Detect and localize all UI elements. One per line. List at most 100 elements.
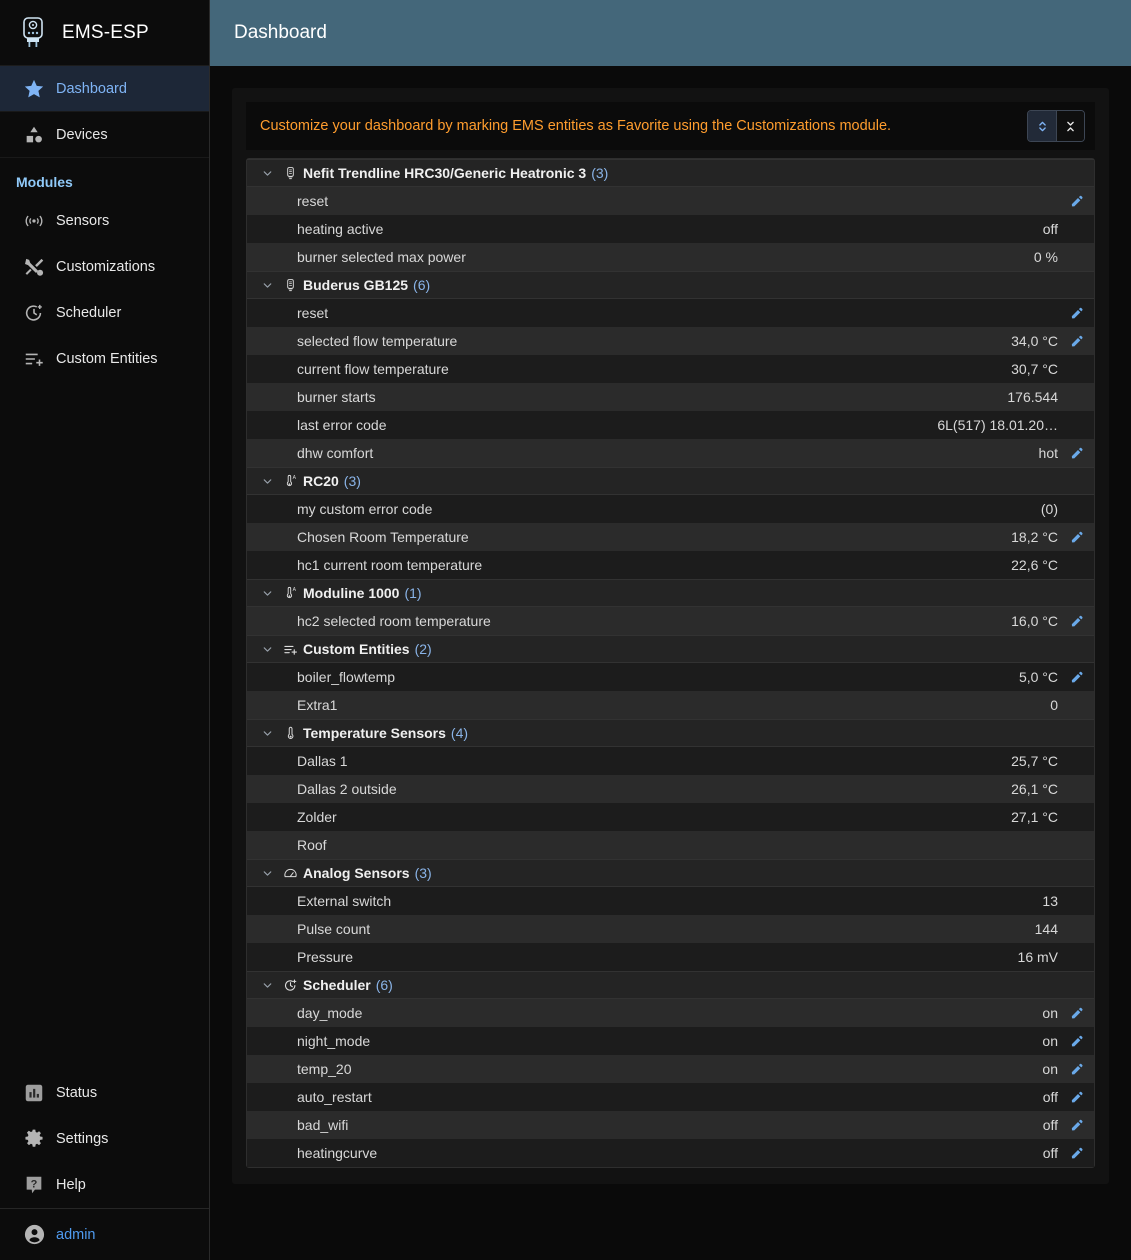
list-plus-icon: [12, 348, 56, 370]
collapse-all-button[interactable]: [1056, 111, 1084, 141]
entity-name: night_mode: [297, 1033, 371, 1049]
entity-row[interactable]: boiler_flowtemp 5,0 °C: [247, 663, 1094, 691]
edit-pencil-icon[interactable]: [1058, 194, 1084, 208]
group-title: Temperature Sensors: [303, 725, 446, 741]
entity-row[interactable]: Pressure 16 mV: [247, 943, 1094, 971]
chevron-down-icon[interactable]: [257, 979, 277, 992]
edit-pencil-icon[interactable]: [1058, 306, 1084, 320]
entity-row[interactable]: selected flow temperature 34,0 °C: [247, 327, 1094, 355]
group-header[interactable]: Temperature Sensors (4): [247, 719, 1094, 747]
sidebar-item-custom-entities[interactable]: Custom Entities: [0, 336, 209, 382]
entity-row[interactable]: temp_20 on: [247, 1055, 1094, 1083]
sidebar-item-scheduler[interactable]: Scheduler: [0, 290, 209, 336]
entity-row[interactable]: burner selected max power 0 %: [247, 243, 1094, 271]
entity-value: 0 %: [1033, 249, 1058, 265]
entity-row[interactable]: Dallas 2 outside 26,1 °C: [247, 775, 1094, 803]
sidebar-item-status[interactable]: Status: [0, 1070, 209, 1116]
entity-row[interactable]: reset: [247, 299, 1094, 327]
sidebar-item-devices[interactable]: Devices: [0, 112, 209, 158]
group-header[interactable]: A RC20 (3): [247, 467, 1094, 495]
entity-row[interactable]: External switch 13: [247, 887, 1094, 915]
tools-icon: [12, 256, 56, 278]
entity-row[interactable]: Pulse count 144: [247, 915, 1094, 943]
sidebar-item-customizations[interactable]: Customizations: [0, 244, 209, 290]
entity-row[interactable]: day_mode on: [247, 999, 1094, 1027]
chevron-down-icon[interactable]: [257, 167, 277, 180]
entity-name: hc2 selected room temperature: [297, 613, 491, 629]
edit-pencil-icon[interactable]: [1058, 670, 1084, 684]
chevron-down-icon[interactable]: [257, 643, 277, 656]
chevron-down-icon[interactable]: [257, 727, 277, 740]
group-header[interactable]: Scheduler (6): [247, 971, 1094, 999]
entity-name: reset: [297, 305, 329, 321]
entity-row[interactable]: Chosen Room Temperature 18,2 °C: [247, 523, 1094, 551]
edit-pencil-icon[interactable]: [1058, 530, 1084, 544]
entity-row[interactable]: auto_restart off: [247, 1083, 1094, 1111]
edit-pencil-icon[interactable]: [1058, 1118, 1084, 1132]
entity-value: (0): [1040, 501, 1058, 517]
edit-pencil-icon[interactable]: [1058, 1062, 1084, 1076]
group-count: (3): [343, 473, 361, 489]
entity-row[interactable]: heating active off: [247, 215, 1094, 243]
entity-row[interactable]: dhw comfort hot: [247, 439, 1094, 467]
entity-row[interactable]: current flow temperature 30,7 °C: [247, 355, 1094, 383]
chevron-down-icon[interactable]: [257, 587, 277, 600]
entity-row[interactable]: hc1 current room temperature 22,6 °C: [247, 551, 1094, 579]
entity-name: Zolder: [297, 809, 337, 825]
entity-row[interactable]: hc2 selected room temperature 16,0 °C: [247, 607, 1094, 635]
sidebar-item-help[interactable]: ? Help: [0, 1162, 209, 1208]
entity-name: External switch: [297, 893, 392, 909]
chevron-down-icon[interactable]: [257, 867, 277, 880]
entity-name: current flow temperature: [297, 361, 449, 377]
entity-row[interactable]: Dallas 1 25,7 °C: [247, 747, 1094, 775]
edit-pencil-icon[interactable]: [1058, 334, 1084, 348]
page-title: Dashboard: [234, 22, 327, 43]
entity-row[interactable]: reset: [247, 187, 1094, 215]
boiler-device-icon: [277, 278, 303, 293]
entity-row[interactable]: night_mode on: [247, 1027, 1094, 1055]
entity-name: burner selected max power: [297, 249, 466, 265]
entity-name: temp_20: [297, 1061, 352, 1077]
group-count: (2): [414, 641, 432, 657]
entity-row[interactable]: my custom error code (0): [247, 495, 1094, 523]
group-header[interactable]: Analog Sensors (3): [247, 859, 1094, 887]
group-header[interactable]: A Moduline 1000 (1): [247, 579, 1094, 607]
sidebar-item-label: Dashboard: [56, 80, 127, 97]
edit-pencil-icon[interactable]: [1058, 1006, 1084, 1020]
group-header[interactable]: Buderus GB125 (6): [247, 271, 1094, 299]
entity-row[interactable]: heatingcurve off: [247, 1139, 1094, 1167]
expand-all-button[interactable]: [1028, 111, 1056, 141]
entity-row[interactable]: Roof: [247, 831, 1094, 859]
edit-pencil-icon[interactable]: [1058, 614, 1084, 628]
entity-name: selected flow temperature: [297, 333, 458, 349]
chevron-down-icon[interactable]: [257, 279, 277, 292]
chevron-down-icon[interactable]: [257, 475, 277, 488]
entity-value: off: [1042, 221, 1058, 237]
entity-row[interactable]: burner starts 176.544: [247, 383, 1094, 411]
sidebar-item-dashboard[interactable]: Dashboard: [0, 66, 209, 112]
entity-value: off: [1042, 1145, 1058, 1161]
thermometer-icon: [277, 726, 303, 741]
group-header[interactable]: Nefit Trendline HRC30/Generic Heatronic …: [247, 159, 1094, 187]
entity-row[interactable]: last error code 6L(517) 18.01.20…: [247, 411, 1094, 439]
entity-name: Pulse count: [297, 921, 371, 937]
dashboard-panel: Customize your dashboard by marking EMS …: [232, 88, 1109, 1184]
edit-pencil-icon[interactable]: [1058, 446, 1084, 460]
sidebar-item-label: Devices: [56, 126, 108, 143]
sidebar-user-label: admin: [56, 1226, 96, 1243]
sidebar-item-settings[interactable]: Settings: [0, 1116, 209, 1162]
sidebar-user[interactable]: admin: [0, 1208, 209, 1260]
entity-row[interactable]: Zolder 27,1 °C: [247, 803, 1094, 831]
group-header[interactable]: Custom Entities (2): [247, 635, 1094, 663]
group-count: (1): [404, 585, 422, 601]
entity-row[interactable]: bad_wifi off: [247, 1111, 1094, 1139]
entity-value: hot: [1038, 445, 1058, 461]
entity-row[interactable]: Extra1 0: [247, 691, 1094, 719]
sidebar-item-sensors[interactable]: Sensors: [0, 198, 209, 244]
svg-text:A: A: [292, 587, 296, 593]
content: Customize your dashboard by marking EMS …: [210, 66, 1131, 1206]
entity-value: 144: [1034, 921, 1058, 937]
edit-pencil-icon[interactable]: [1058, 1034, 1084, 1048]
edit-pencil-icon[interactable]: [1058, 1090, 1084, 1104]
edit-pencil-icon[interactable]: [1058, 1146, 1084, 1160]
